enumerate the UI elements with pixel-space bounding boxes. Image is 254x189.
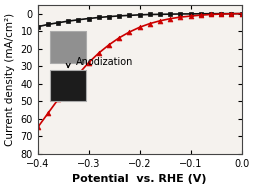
FancyBboxPatch shape [50,31,86,63]
X-axis label: Potential  vs. RHE (V): Potential vs. RHE (V) [72,174,207,184]
Text: Anodization: Anodization [76,57,133,67]
Y-axis label: Current density (mA/cm²): Current density (mA/cm²) [5,13,15,146]
FancyBboxPatch shape [50,70,86,101]
